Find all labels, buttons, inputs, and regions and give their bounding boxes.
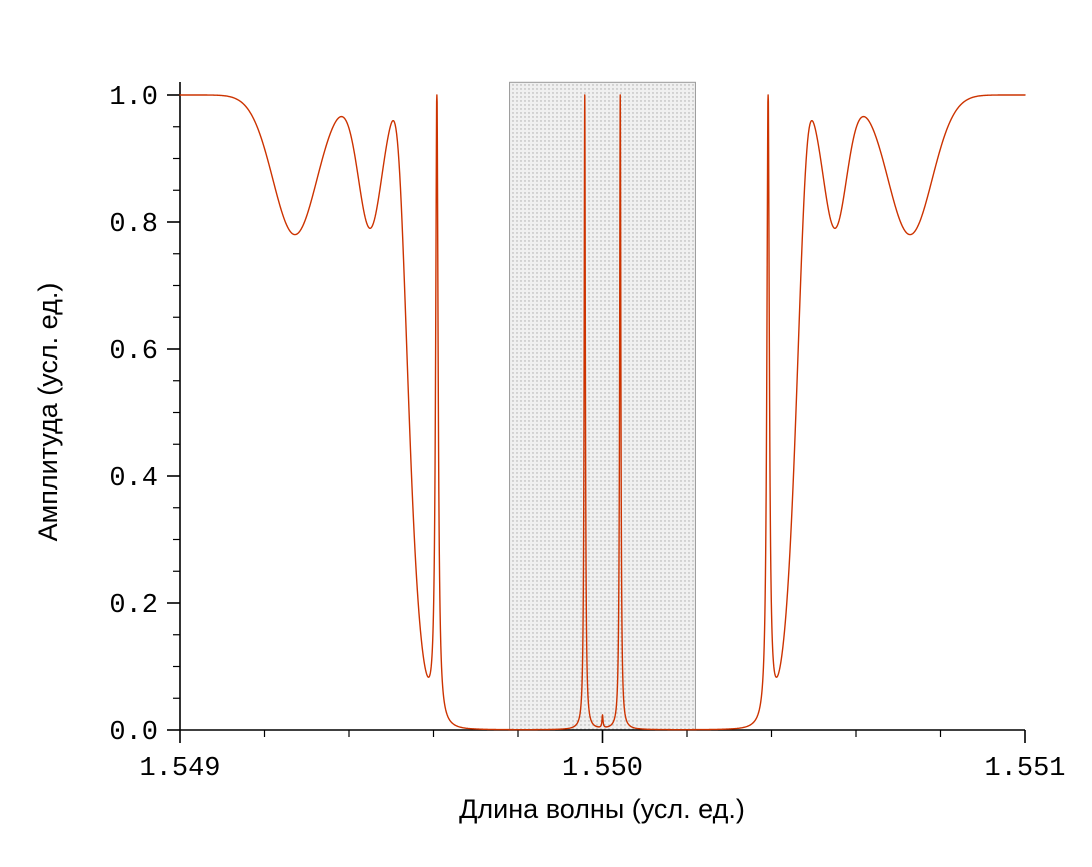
x-axis-title: Длина волны (усл. ед.) <box>459 794 745 824</box>
x-tick-label: 1.551 <box>984 754 1065 784</box>
y-tick-label: 0.2 <box>109 591 158 621</box>
y-axis-ticks <box>167 94 180 731</box>
transmission-curve <box>179 94 1026 731</box>
x-tick-label: 1.550 <box>562 754 643 784</box>
y-tick-label: 0.4 <box>109 464 158 494</box>
shaded-region <box>509 81 696 731</box>
y-tick-label: 1.0 <box>109 83 158 113</box>
y-tick-label: 0.6 <box>109 337 158 367</box>
x-tick-label: 1.549 <box>139 754 220 784</box>
y-tick-label: 0.8 <box>109 210 158 240</box>
x-axis-tick-labels: 1.549 1.550 1.551 <box>139 754 1065 784</box>
y-tick-label: 0.0 <box>109 718 158 748</box>
y-axis-tick-labels: 0.0 0.2 0.4 0.6 0.8 1.0 <box>109 83 158 748</box>
y-axis-title: Амплитуда (усл. ед.) <box>33 283 63 542</box>
x-axis-ticks <box>179 730 1026 743</box>
